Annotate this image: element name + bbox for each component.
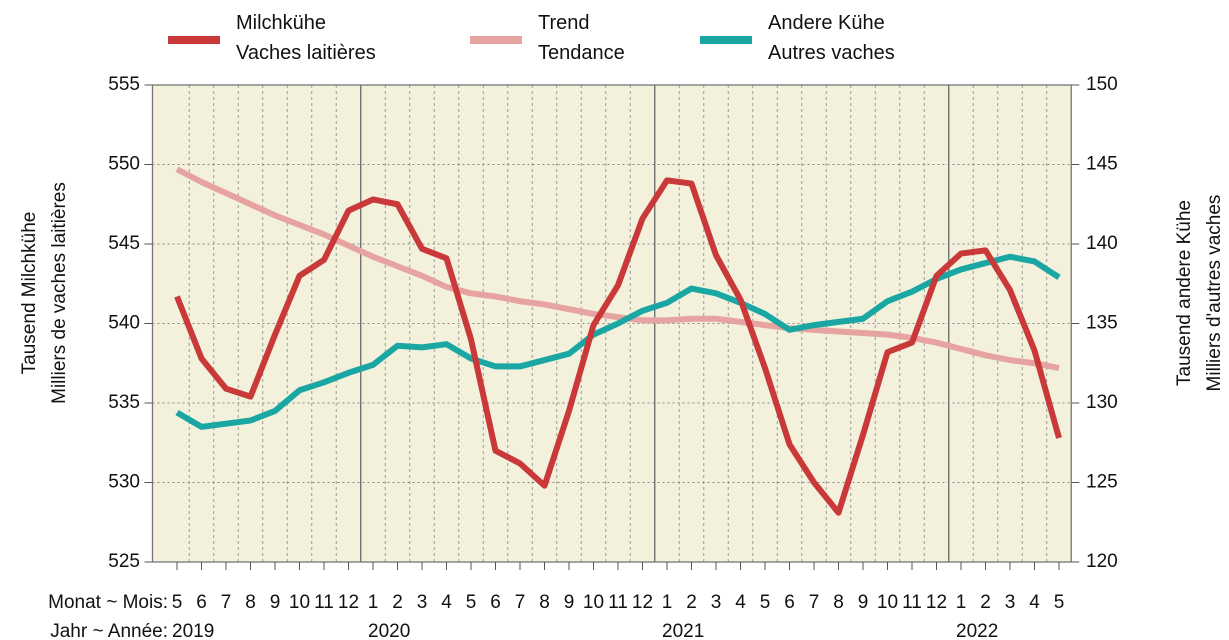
x-tick-label: 12: [926, 592, 947, 613]
series-line: [174, 177, 1062, 516]
x-tick-label: 7: [221, 592, 232, 613]
x-tick-label: 3: [417, 592, 428, 613]
x-tick-label: 6: [784, 592, 795, 613]
x-tick-label: 9: [564, 592, 575, 613]
year-label: 2019: [172, 621, 214, 640]
x-tick-label: 11: [608, 592, 628, 613]
legend-swatch: [168, 36, 220, 44]
y-tick-label: 550: [108, 154, 140, 175]
y2-tick-label: 130: [1086, 392, 1118, 413]
x-tick-label: 1: [662, 592, 673, 613]
y-tick-label: 555: [108, 74, 140, 95]
y2-tick-label: 145: [1086, 154, 1118, 175]
x-tick-label: 8: [833, 592, 844, 613]
x-axis-label: Monat ~ Mois:: [48, 592, 168, 613]
x-tick-label: 7: [515, 592, 526, 613]
legend-swatch: [470, 36, 522, 44]
x-tick-label: 5: [466, 592, 477, 613]
x-tick-label: 2: [392, 592, 403, 613]
series-line: [175, 253, 1061, 430]
x-tick-label: 3: [1005, 592, 1016, 613]
x-tick-label: 11: [314, 592, 334, 613]
plot-frame: [151, 84, 1072, 563]
legend-label: Milchkühe Vaches laitières: [236, 12, 376, 64]
x-tick-label: 5: [760, 592, 771, 613]
y2-tick-label: 125: [1086, 472, 1118, 493]
x-tick-label: 2: [980, 592, 991, 613]
y2-axis-label: Tausend andere Kühe Milliers d'autres va…: [1174, 194, 1225, 392]
x-tick-label: 10: [583, 592, 604, 613]
x-tick-label: 10: [289, 592, 310, 613]
x-tick-label: 8: [539, 592, 550, 613]
x-tick-label: 9: [270, 592, 281, 613]
legend-swatch: [700, 36, 752, 44]
y2-tick-label: 135: [1086, 313, 1118, 334]
x-tick-label: 6: [490, 592, 501, 613]
x-tick-label: 4: [735, 592, 746, 613]
x-tick-label: 6: [196, 592, 207, 613]
y2-tick-label: 120: [1086, 551, 1118, 572]
x-tick-label: 12: [632, 592, 653, 613]
x-axis-label-year: Jahr ~ Année:: [50, 621, 168, 640]
year-label: 2021: [662, 621, 704, 640]
legend-label: Trend Tendance: [538, 12, 625, 64]
x-tick-label: 5: [1054, 592, 1065, 613]
y-tick-label: 545: [108, 233, 140, 254]
x-tick-label: 1: [368, 592, 379, 613]
x-tick-label: 4: [1029, 592, 1040, 613]
y-axis-label: Tausend Milchkühe Milliers de vaches lai…: [19, 182, 70, 404]
year-label: 2020: [368, 621, 410, 640]
x-tick-label: 8: [245, 592, 256, 613]
x-tick-label: 7: [809, 592, 820, 613]
legend-label: Andere Kühe Autres vaches: [768, 12, 895, 64]
x-tick-label: 12: [338, 592, 359, 613]
x-tick-label: 1: [956, 592, 967, 613]
year-label: 2022: [956, 621, 998, 640]
x-tick-label: 2: [686, 592, 697, 613]
x-tick-label: 3: [711, 592, 722, 613]
x-tick-label: 5: [172, 592, 183, 613]
x-tick-label: 10: [877, 592, 898, 613]
x-tick-label: 4: [441, 592, 452, 613]
x-tick-label: 9: [858, 592, 869, 613]
y-tick-label: 535: [108, 392, 140, 413]
y2-tick-label: 140: [1086, 233, 1118, 254]
x-tick-label: 11: [902, 592, 922, 613]
y-tick-label: 525: [108, 551, 140, 572]
y-tick-label: 540: [108, 313, 140, 334]
y2-tick-label: 150: [1086, 74, 1118, 95]
y-tick-label: 530: [108, 472, 140, 493]
